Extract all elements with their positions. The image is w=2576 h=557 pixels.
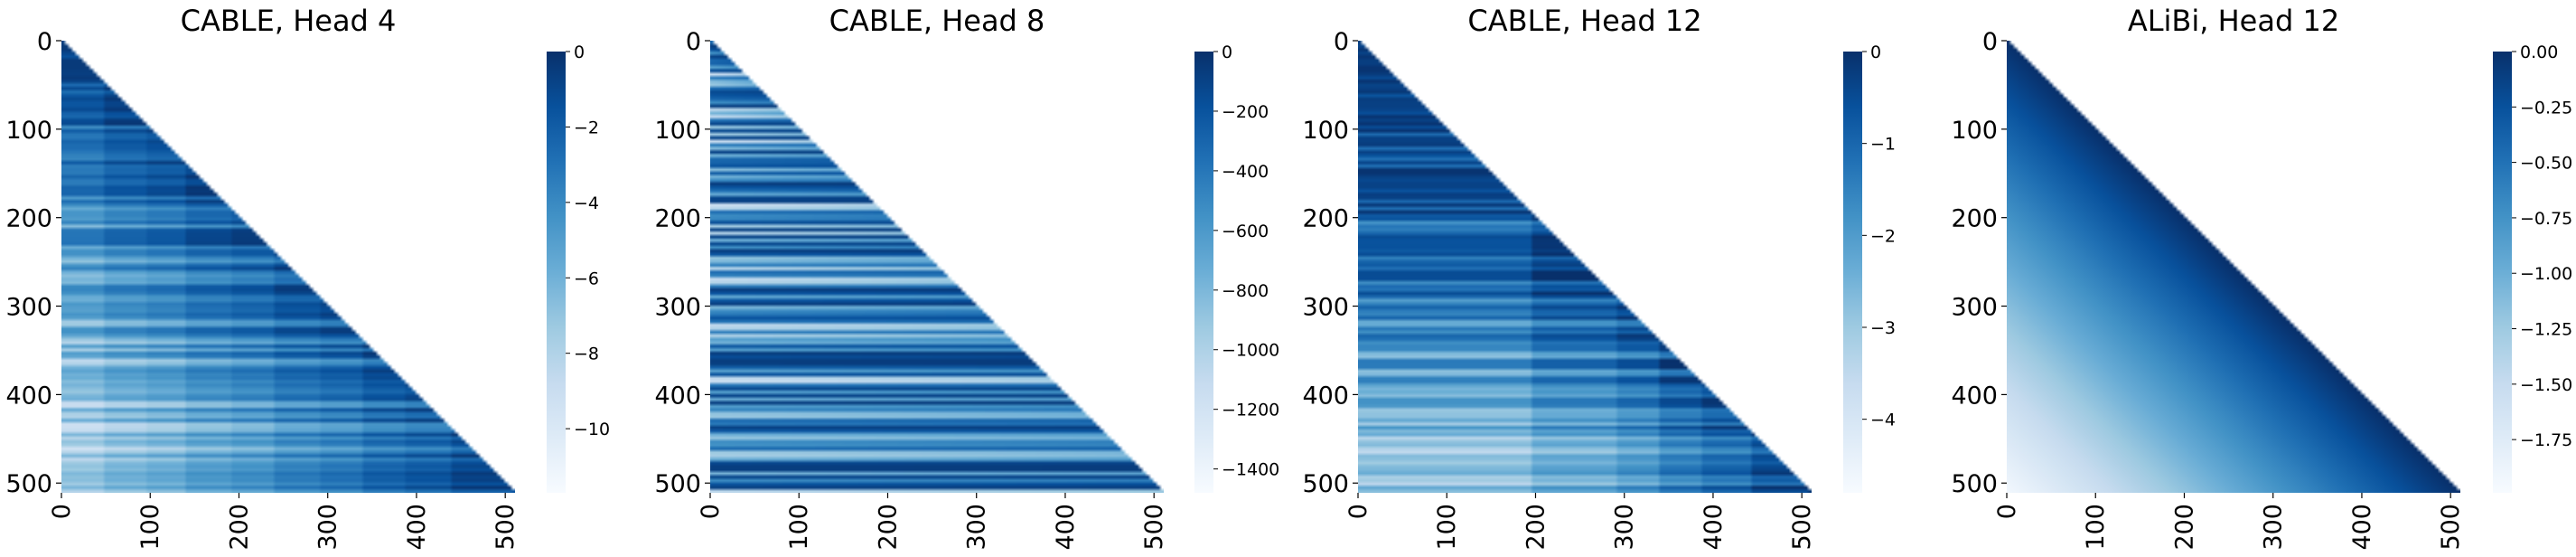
colorbar — [2493, 52, 2512, 493]
colorbar-tick-label: −1 — [1870, 135, 1896, 155]
y-tick-label: 300 — [654, 294, 701, 322]
y-tick-label: 400 — [654, 382, 701, 410]
colorbar — [1843, 52, 1862, 493]
chart-title: CABLE, Head 4 — [181, 4, 397, 38]
y-tick-label: 0 — [1982, 28, 1998, 56]
y-tick-label: 200 — [5, 205, 52, 233]
x-tick-label: 400 — [403, 504, 431, 551]
y-tick-label: 200 — [1302, 205, 1349, 233]
heatmap-cells — [1358, 41, 1812, 493]
heatmap-cells — [710, 41, 1164, 493]
colorbar-tick-label: −10 — [574, 420, 610, 439]
y-tick-label: 500 — [1951, 470, 1998, 498]
x-tick-label: 100 — [136, 504, 164, 551]
x-tick-label: 200 — [2170, 504, 2198, 551]
y-tick-label: 400 — [1951, 382, 1998, 410]
colorbar-tick-label: −800 — [1222, 281, 1269, 301]
colorbar-tick-label: −2 — [1870, 226, 1896, 246]
x-tick-label: 400 — [2348, 504, 2376, 551]
chart-title: CABLE, Head 12 — [1467, 4, 1701, 38]
colorbar-tick-label: −8 — [574, 345, 599, 364]
colorbar-tick-label: −6 — [574, 269, 599, 288]
y-tick-label: 100 — [5, 117, 52, 145]
y-tick-label: 300 — [1302, 294, 1349, 322]
x-tick-label: 300 — [2260, 504, 2288, 551]
colorbar-tick-label: −1400 — [1222, 460, 1279, 480]
x-tick-label: 500 — [1140, 504, 1168, 551]
y-tick-label: 400 — [5, 382, 52, 410]
chart-title: ALiBi, Head 12 — [2128, 4, 2339, 38]
y-tick-label: 0 — [686, 28, 701, 56]
colorbar-tick-label: −3 — [1870, 318, 1896, 338]
x-tick-label: 200 — [1522, 504, 1550, 551]
heatmap-cells — [61, 41, 515, 493]
y-tick-label: 300 — [5, 294, 52, 322]
x-tick-label: 0 — [48, 504, 76, 519]
y-tick-label: 500 — [1302, 470, 1349, 498]
y-tick-label: 300 — [1951, 294, 1998, 322]
heatmap-panel-1: CABLE, Head 4 0 100 200 300 400 500 0 100 200 300 4… — [5, 4, 610, 551]
y-tick-label: 500 — [654, 470, 701, 498]
x-tick-label: 400 — [1052, 504, 1080, 551]
chart-title: CABLE, Head 8 — [829, 4, 1045, 38]
x-tick-label: 0 — [1993, 504, 2021, 519]
x-tick-label: 500 — [492, 504, 520, 551]
y-tick-label: 0 — [1334, 28, 1349, 56]
colorbar-tick-label: 0 — [574, 42, 585, 62]
x-tick-label: 500 — [2437, 504, 2465, 551]
x-tick-label: 500 — [1788, 504, 1816, 551]
y-tick-label: 100 — [654, 117, 701, 145]
y-tick-label: 200 — [654, 205, 701, 233]
colorbar-tick-label: −0.50 — [2520, 154, 2572, 174]
heatmap-cells — [2007, 41, 2460, 493]
x-tick-label: 300 — [1611, 504, 1639, 551]
colorbar-tick-label: −4 — [574, 194, 599, 213]
x-tick-label: 200 — [225, 504, 253, 551]
x-tick-label: 0 — [697, 504, 725, 519]
x-tick-label: 0 — [1344, 504, 1372, 519]
colorbar-tick-label: −1.25 — [2520, 320, 2572, 340]
colorbar-tick-label: −2 — [574, 118, 599, 137]
colorbar — [1194, 52, 1213, 493]
y-tick-label: 200 — [1951, 205, 1998, 233]
y-tick-label: 0 — [37, 28, 52, 56]
colorbar-tick-label: −400 — [1222, 162, 1269, 182]
colorbar-tick-label: 0 — [1870, 42, 1881, 62]
x-tick-label: 100 — [1433, 504, 1461, 551]
colorbar — [547, 52, 566, 493]
colorbar-tick-label: −1.75 — [2520, 430, 2572, 450]
y-tick-label: 100 — [1302, 117, 1349, 145]
colorbar-tick-label: −4 — [1870, 411, 1896, 430]
y-tick-label: 500 — [5, 470, 52, 498]
heatmap-panel-4: ALiBi, Head 12 0 100 200 300 400 500 0 100 200 300… — [1951, 4, 2572, 551]
x-tick-label: 400 — [1700, 504, 1728, 551]
x-tick-label: 100 — [785, 504, 813, 551]
colorbar-tick-label: −1.00 — [2520, 264, 2572, 284]
heatmap-panel-2: CABLE, Head 8 0 100 200 300 400 500 0 100 200 300 4… — [654, 4, 1279, 551]
colorbar-tick-label: −600 — [1222, 222, 1269, 241]
colorbar-tick-label: −1.50 — [2520, 375, 2572, 395]
x-tick-label: 300 — [314, 504, 342, 551]
heatmap-panel-3: CABLE, Head 12 0 100 200 300 400 500 0 100 200 300… — [1302, 4, 1896, 551]
colorbar-tick-label: −1000 — [1222, 341, 1279, 361]
y-tick-label: 100 — [1951, 117, 1998, 145]
y-tick-label: 400 — [1302, 382, 1349, 410]
x-tick-label: 300 — [963, 504, 991, 551]
colorbar-tick-label: −1200 — [1222, 401, 1279, 420]
colorbar-tick-label: −200 — [1222, 102, 1269, 122]
colorbar-tick-label: −0.75 — [2520, 209, 2572, 229]
x-tick-label: 200 — [874, 504, 902, 551]
colorbar-tick-label: −0.25 — [2520, 98, 2572, 118]
colorbar-tick-label: 0 — [1222, 42, 1232, 62]
colorbar-tick-label: 0.00 — [2520, 42, 2558, 62]
x-tick-label: 100 — [2082, 504, 2110, 551]
